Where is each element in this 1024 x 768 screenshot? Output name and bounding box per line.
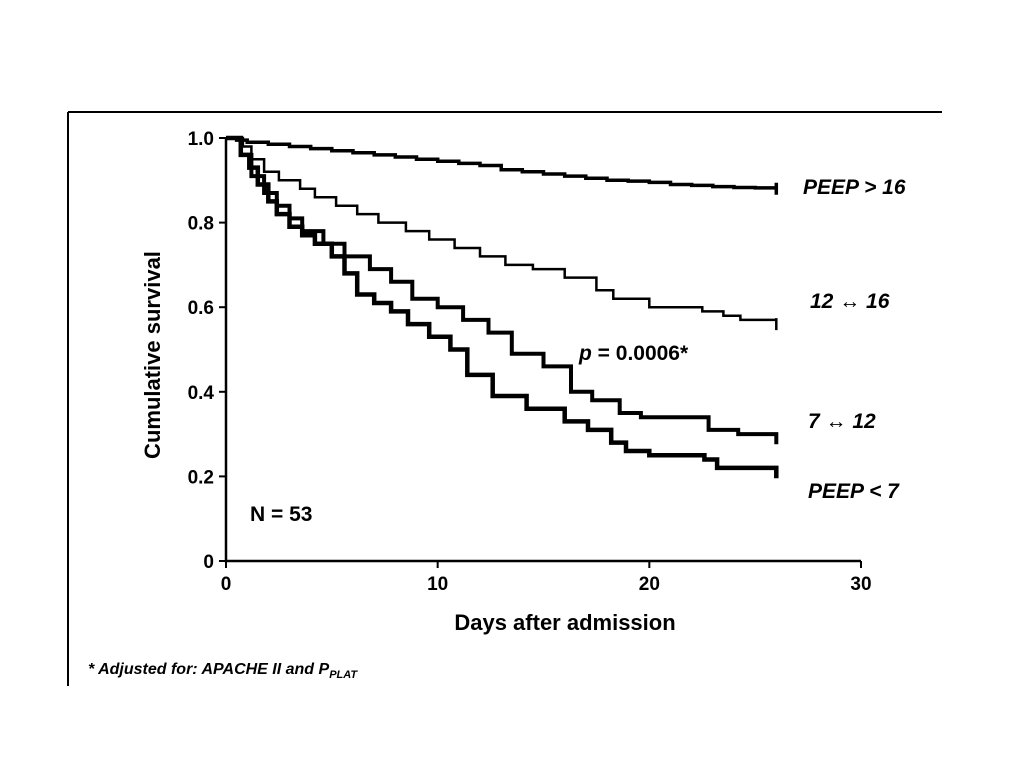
- series-label-peep-gt-16: PEEP > 16: [803, 176, 906, 199]
- series-label-7-12: 7 ↔ 12: [808, 410, 876, 433]
- x-axis-ticks: 0 10 20 30: [221, 561, 872, 595]
- survival-curves: [226, 135, 779, 479]
- y-tick-label: 0.4: [188, 383, 215, 404]
- series-label-peep-lt-7: PEEP < 7: [808, 480, 900, 503]
- survival-curve-3: [226, 135, 779, 479]
- plot-axes: [224, 138, 861, 563]
- y-tick-label: 1.0: [188, 129, 214, 150]
- footnote-main: * Adjusted for: APACHE II and P: [88, 661, 330, 678]
- x-axis-title: Days after admission: [454, 610, 675, 635]
- survival-curve-1: [226, 136, 778, 331]
- y-tick-label: 0.2: [188, 467, 214, 488]
- x-tick-label: 20: [639, 574, 660, 595]
- footnote-subscript: PLAT: [329, 669, 358, 681]
- p-symbol: p: [578, 342, 592, 365]
- x-tick-label: 30: [850, 574, 871, 595]
- series-label-12-16: 12 ↔ 16: [810, 290, 890, 313]
- x-tick-label: 10: [427, 574, 448, 595]
- y-axis-ticks: 0 0.2 0.4 0.6 0.8 1.0: [188, 129, 226, 573]
- x-tick-label: 0: [221, 574, 232, 595]
- y-tick-label: 0: [203, 552, 214, 573]
- footnote: * Adjusted for: APACHE II and PPLAT: [88, 661, 358, 681]
- y-tick-label: 0.6: [188, 298, 214, 319]
- survival-curve-0: [226, 136, 779, 195]
- y-tick-label: 0.8: [188, 214, 214, 235]
- y-axis-title: Cumulative survival: [140, 251, 165, 459]
- p-value-annotation: p = 0.0006*: [578, 342, 689, 365]
- p-value-text: = 0.0006*: [592, 342, 689, 365]
- sample-size-annotation: N = 53: [250, 503, 312, 526]
